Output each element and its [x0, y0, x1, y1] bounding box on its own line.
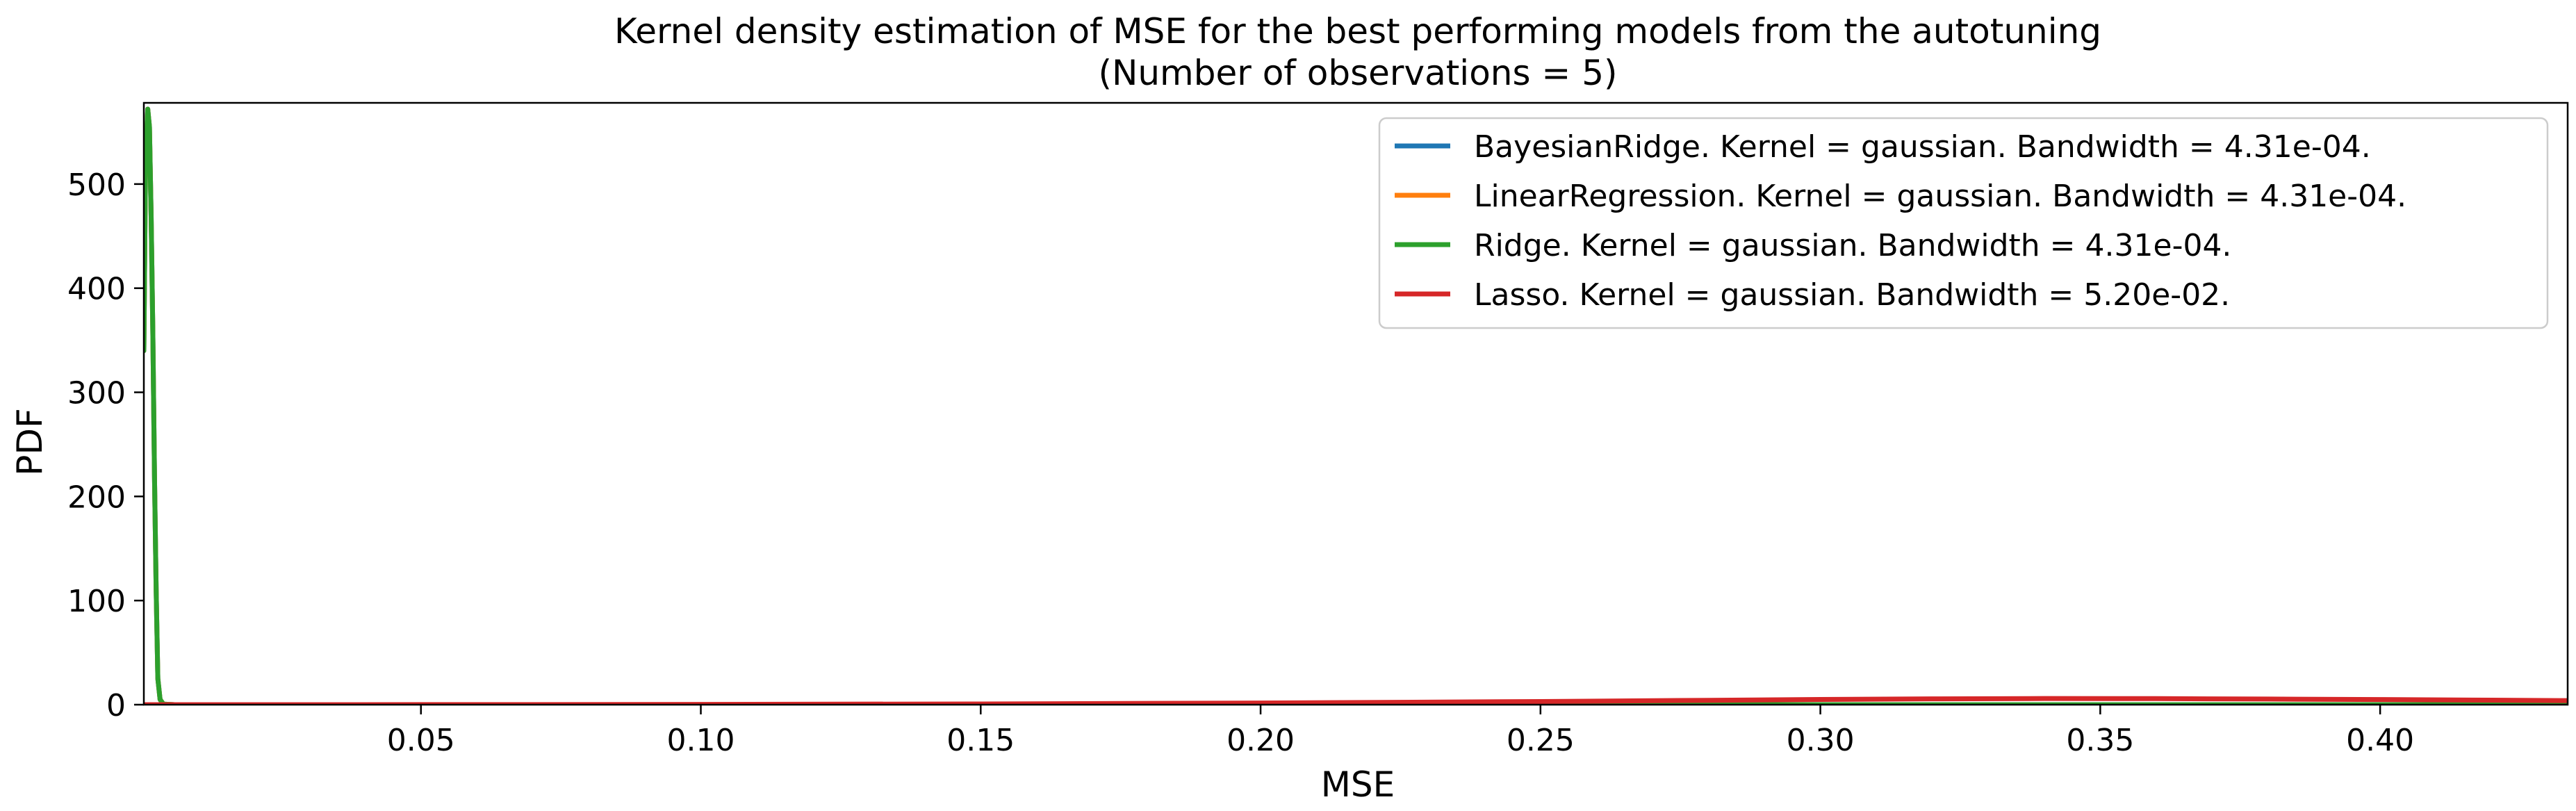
y-tick-label: 500 [67, 167, 126, 203]
legend-label: Ridge. Kernel = gaussian. Bandwidth = 4.… [1474, 228, 2231, 263]
y-tick-label: 0 [106, 688, 126, 723]
legend-label: Lasso. Kernel = gaussian. Bandwidth = 5.… [1474, 277, 2230, 313]
x-tick-label: 0.05 [387, 723, 455, 758]
legend-label: LinearRegression. Kernel = gaussian. Ban… [1474, 179, 2406, 214]
legend-box [1378, 117, 2549, 329]
y-tick-label: 300 [67, 376, 126, 411]
x-tick-label: 0.10 [667, 723, 735, 758]
series-line-2 [144, 106, 2568, 705]
legend-label: BayesianRidge. Kernel = gaussian. Bandwi… [1474, 129, 2371, 165]
plot-frame [142, 101, 2569, 706]
x-tick-label: 0.30 [1787, 723, 1855, 758]
chart-subtitle: (Number of observations = 5) [1098, 53, 1617, 93]
x-tick-label: 0.15 [946, 723, 1015, 758]
chart-title: Kernel density estimation of MSE for the… [614, 11, 2101, 51]
x-tick-label: 0.25 [1507, 723, 1575, 758]
y-axis-ticks: 0 100 200 300 400 500 [67, 167, 144, 723]
y-tick-label: 200 [67, 480, 126, 515]
x-tick-label: 0.20 [1227, 723, 1295, 758]
y-axis-label: PDF [10, 408, 50, 475]
x-axis-label: MSE [1321, 764, 1395, 805]
x-tick-label: 0.35 [2066, 723, 2134, 758]
legend: BayesianRidge. Kernel = gaussian. Bandwi… [1378, 117, 2549, 329]
y-tick-label: 400 [67, 272, 126, 307]
x-axis-ticks: 0.05 0.10 0.15 0.20 0.25 0.30 0.35 0.40 [387, 705, 2414, 758]
x-tick-label: 0.40 [2346, 723, 2414, 758]
y-tick-label: 100 [67, 584, 126, 619]
